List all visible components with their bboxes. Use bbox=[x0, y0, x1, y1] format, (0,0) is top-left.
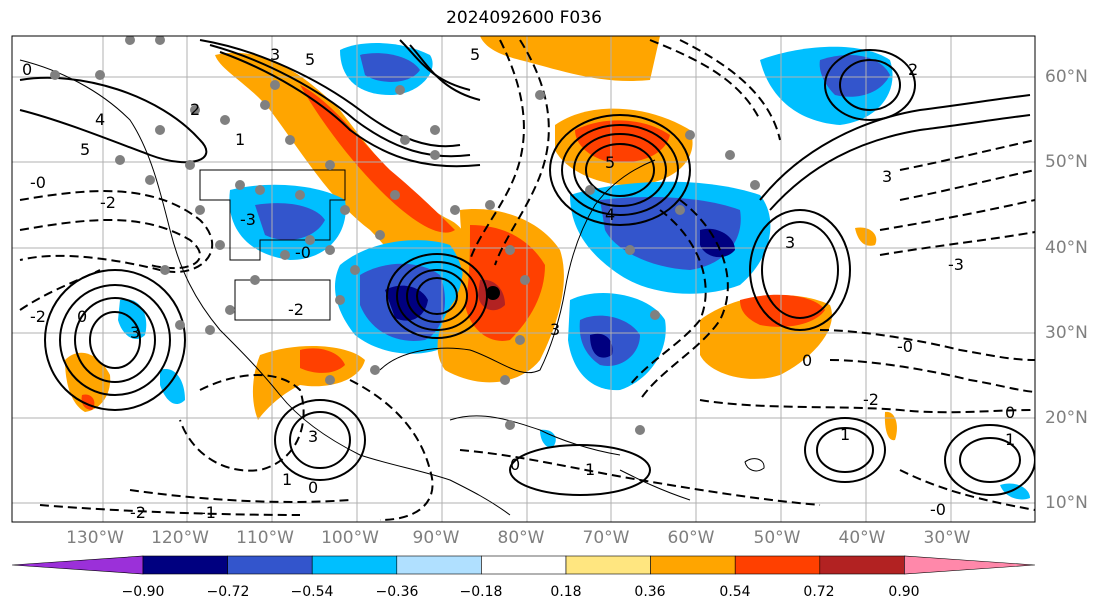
contour-label: 1 bbox=[585, 460, 595, 479]
contour-label: -3 bbox=[240, 210, 256, 229]
contour-label: 2 bbox=[190, 100, 200, 119]
contour-labels: 0 2 4 5 3 5 1 -2 -0 -3 -0 -2 -2 0 3 5 5 … bbox=[22, 45, 1015, 522]
colorbar-tick-label: 0.90 bbox=[888, 584, 920, 600]
cyclone-center-marker bbox=[486, 286, 500, 300]
colorbar-extend-low bbox=[11, 555, 144, 575]
contour-label: 3 bbox=[130, 323, 140, 342]
contour-label: 3 bbox=[882, 167, 892, 186]
colorbar-segment bbox=[227, 555, 313, 575]
contour-label: -2 bbox=[130, 503, 146, 522]
lon-label: 110°W bbox=[236, 528, 294, 548]
contour-label: 1 bbox=[840, 425, 850, 444]
lon-label: 60°W bbox=[667, 528, 715, 548]
contour-label: 5 bbox=[305, 50, 315, 69]
colorbar-tick-label: 0.72 bbox=[803, 584, 835, 600]
colorbar-segment bbox=[734, 555, 821, 575]
contour-label: 5 bbox=[605, 153, 615, 172]
colorbar-tick-label: 0.36 bbox=[634, 584, 666, 600]
lon-label: 50°W bbox=[753, 528, 801, 548]
colorbar-tick-label: −0.90 bbox=[121, 584, 165, 600]
contour-label: -2 bbox=[100, 193, 116, 212]
contour-label: -2 bbox=[863, 390, 879, 409]
contour-label: 0 bbox=[1005, 403, 1015, 422]
map-title: 2024092600 F036 bbox=[446, 8, 602, 28]
lon-label: 120°W bbox=[151, 528, 209, 548]
contour-label: -0 bbox=[295, 243, 311, 262]
contour-label: 4 bbox=[605, 205, 615, 224]
coastlines bbox=[19, 59, 765, 516]
shaded-anomaly-regions bbox=[65, 36, 1030, 500]
colorbar-segment bbox=[819, 555, 905, 575]
lat-label: 30°N bbox=[1045, 323, 1088, 343]
contour-label: -0 bbox=[897, 337, 913, 356]
contour-label: -2 bbox=[30, 307, 46, 326]
colorbar-segment bbox=[396, 555, 482, 575]
map-frame bbox=[11, 35, 1036, 523]
lon-label: 130°W bbox=[66, 528, 124, 548]
lon-label: 100°W bbox=[321, 528, 379, 548]
contour-label: 3 bbox=[308, 427, 318, 446]
colorbar-segment bbox=[142, 555, 228, 575]
colorbar-segment bbox=[650, 555, 736, 575]
lon-label: 90°W bbox=[412, 528, 460, 548]
colorbar-tick-label: 0.18 bbox=[550, 584, 582, 600]
contour-label: -2 bbox=[288, 300, 304, 319]
dashed-contours bbox=[19, 39, 1035, 521]
contour-label: -3 bbox=[948, 255, 964, 274]
contour-label: -0 bbox=[30, 173, 46, 192]
lon-label: 80°W bbox=[497, 528, 545, 548]
contour-label: 1 bbox=[235, 130, 245, 149]
colorbar-segment bbox=[311, 555, 398, 575]
contour-label: 5 bbox=[470, 45, 480, 64]
station-markers bbox=[50, 36, 760, 435]
lon-label: 70°W bbox=[582, 528, 630, 548]
lat-label: 20°N bbox=[1045, 408, 1088, 428]
contour-label: 0 bbox=[77, 307, 87, 326]
lat-label: 50°N bbox=[1045, 152, 1088, 172]
contour-label: 0 bbox=[510, 455, 520, 474]
contour-label: 3 bbox=[550, 320, 560, 339]
colorbar-tick-label: −0.36 bbox=[375, 584, 419, 600]
contour-label: 0 bbox=[22, 60, 32, 79]
contour-label: 5 bbox=[80, 140, 90, 159]
contour-label: 3 bbox=[785, 233, 795, 252]
colorbar-tick-label: −0.72 bbox=[206, 584, 250, 600]
lon-label: 30°W bbox=[923, 528, 971, 548]
colorbar bbox=[11, 555, 1036, 575]
contour-label: 1 bbox=[282, 470, 292, 489]
lon-label: 40°W bbox=[838, 528, 886, 548]
contour-label: -0 bbox=[930, 500, 946, 519]
colorbar-extend-high bbox=[904, 555, 1036, 575]
lat-label: 60°N bbox=[1045, 67, 1088, 87]
contour-label: 2 bbox=[908, 60, 918, 79]
contour-label: 0 bbox=[802, 351, 812, 370]
colorbar-segment bbox=[481, 555, 567, 575]
contour-label: -1 bbox=[200, 503, 216, 522]
contour-label: 0 bbox=[308, 478, 318, 497]
solid-contours bbox=[19, 39, 1035, 496]
contour-label: 1 bbox=[1005, 430, 1015, 449]
contour-label: 3 bbox=[270, 45, 280, 64]
lat-label: 10°N bbox=[1045, 493, 1088, 513]
colorbar-tick-label: −0.18 bbox=[459, 584, 503, 600]
map-plot: 0 2 4 5 3 5 1 -2 -0 -3 -0 -2 -2 0 3 5 5 … bbox=[11, 35, 1036, 523]
colorbar-tick-label: −0.54 bbox=[290, 584, 334, 600]
contour-label: 4 bbox=[95, 110, 105, 129]
colorbar-segment bbox=[565, 555, 651, 575]
colorbar-tick-label: 0.54 bbox=[719, 584, 751, 600]
lat-label: 40°N bbox=[1045, 238, 1088, 258]
